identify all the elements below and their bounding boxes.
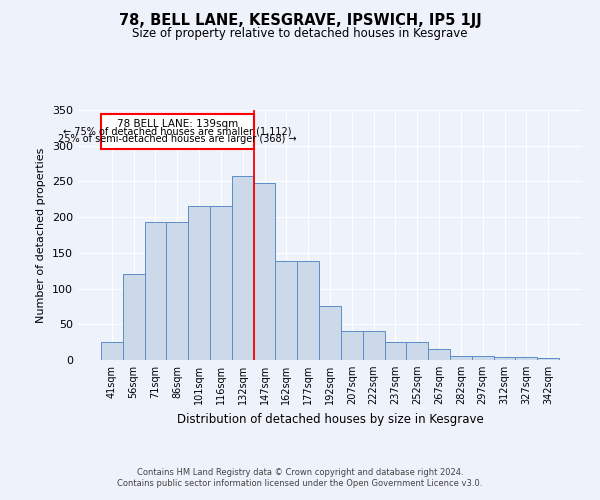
Bar	[297, 262, 319, 360]
Bar	[385, 342, 406, 360]
Bar	[341, 332, 363, 360]
Bar	[537, 358, 559, 360]
Bar	[515, 357, 537, 360]
X-axis label: Distribution of detached houses by size in Kesgrave: Distribution of detached houses by size …	[176, 412, 484, 426]
Text: 25% of semi-detached houses are larger (368) →: 25% of semi-detached houses are larger (…	[58, 134, 296, 143]
Bar	[101, 342, 123, 360]
Bar	[363, 332, 385, 360]
Bar	[450, 356, 472, 360]
Bar	[101, 114, 254, 150]
Text: 78, BELL LANE, KESGRAVE, IPSWICH, IP5 1JJ: 78, BELL LANE, KESGRAVE, IPSWICH, IP5 1J…	[119, 12, 481, 28]
Bar	[428, 348, 450, 360]
Bar	[210, 206, 232, 360]
Bar	[166, 222, 188, 360]
Bar	[406, 342, 428, 360]
Text: 78 BELL LANE: 139sqm: 78 BELL LANE: 139sqm	[116, 120, 238, 130]
Bar	[232, 176, 254, 360]
Bar	[494, 357, 515, 360]
Y-axis label: Number of detached properties: Number of detached properties	[37, 148, 46, 322]
Text: Size of property relative to detached houses in Kesgrave: Size of property relative to detached ho…	[132, 28, 468, 40]
Bar	[275, 262, 297, 360]
Text: Contains HM Land Registry data © Crown copyright and database right 2024.
Contai: Contains HM Land Registry data © Crown c…	[118, 468, 482, 487]
Bar	[254, 183, 275, 360]
Text: ← 75% of detached houses are smaller (1,112): ← 75% of detached houses are smaller (1,…	[63, 126, 292, 136]
Bar	[145, 222, 166, 360]
Bar	[319, 306, 341, 360]
Bar	[123, 274, 145, 360]
Bar	[188, 206, 210, 360]
Bar	[472, 356, 494, 360]
